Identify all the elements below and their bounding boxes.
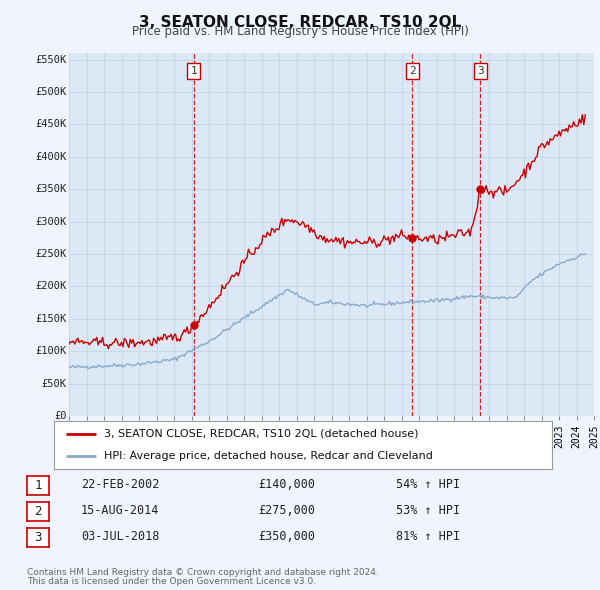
Text: £350,000: £350,000 <box>258 530 315 543</box>
Text: 15-AUG-2014: 15-AUG-2014 <box>81 504 160 517</box>
Text: £500K: £500K <box>35 87 67 97</box>
Text: £150K: £150K <box>35 314 67 324</box>
Text: £400K: £400K <box>35 152 67 162</box>
Text: £140,000: £140,000 <box>258 478 315 491</box>
Text: £300K: £300K <box>35 217 67 227</box>
Text: Price paid vs. HM Land Registry's House Price Index (HPI): Price paid vs. HM Land Registry's House … <box>131 25 469 38</box>
Text: 22-FEB-2002: 22-FEB-2002 <box>81 478 160 491</box>
Text: £350K: £350K <box>35 184 67 194</box>
Text: £100K: £100K <box>35 346 67 356</box>
Text: 1: 1 <box>190 66 197 76</box>
Text: 81% ↑ HPI: 81% ↑ HPI <box>396 530 460 543</box>
Text: 3, SEATON CLOSE, REDCAR, TS10 2QL (detached house): 3, SEATON CLOSE, REDCAR, TS10 2QL (detac… <box>104 429 418 439</box>
Text: £200K: £200K <box>35 281 67 291</box>
Text: £450K: £450K <box>35 119 67 129</box>
Text: 03-JUL-2018: 03-JUL-2018 <box>81 530 160 543</box>
Text: £275,000: £275,000 <box>258 504 315 517</box>
Text: 2: 2 <box>34 505 41 518</box>
Text: HPI: Average price, detached house, Redcar and Cleveland: HPI: Average price, detached house, Redc… <box>104 451 433 461</box>
Text: Contains HM Land Registry data © Crown copyright and database right 2024.: Contains HM Land Registry data © Crown c… <box>27 568 379 576</box>
Text: £550K: £550K <box>35 55 67 64</box>
Text: 54% ↑ HPI: 54% ↑ HPI <box>396 478 460 491</box>
Text: £0: £0 <box>54 411 67 421</box>
Text: 3: 3 <box>34 531 41 544</box>
Text: 3: 3 <box>477 66 484 76</box>
Text: This data is licensed under the Open Government Licence v3.0.: This data is licensed under the Open Gov… <box>27 577 316 586</box>
Text: 3, SEATON CLOSE, REDCAR, TS10 2QL: 3, SEATON CLOSE, REDCAR, TS10 2QL <box>139 15 461 30</box>
Text: £250K: £250K <box>35 249 67 259</box>
Text: 1: 1 <box>34 479 41 492</box>
Text: 53% ↑ HPI: 53% ↑ HPI <box>396 504 460 517</box>
Text: 2: 2 <box>409 66 416 76</box>
Text: £50K: £50K <box>41 379 67 389</box>
